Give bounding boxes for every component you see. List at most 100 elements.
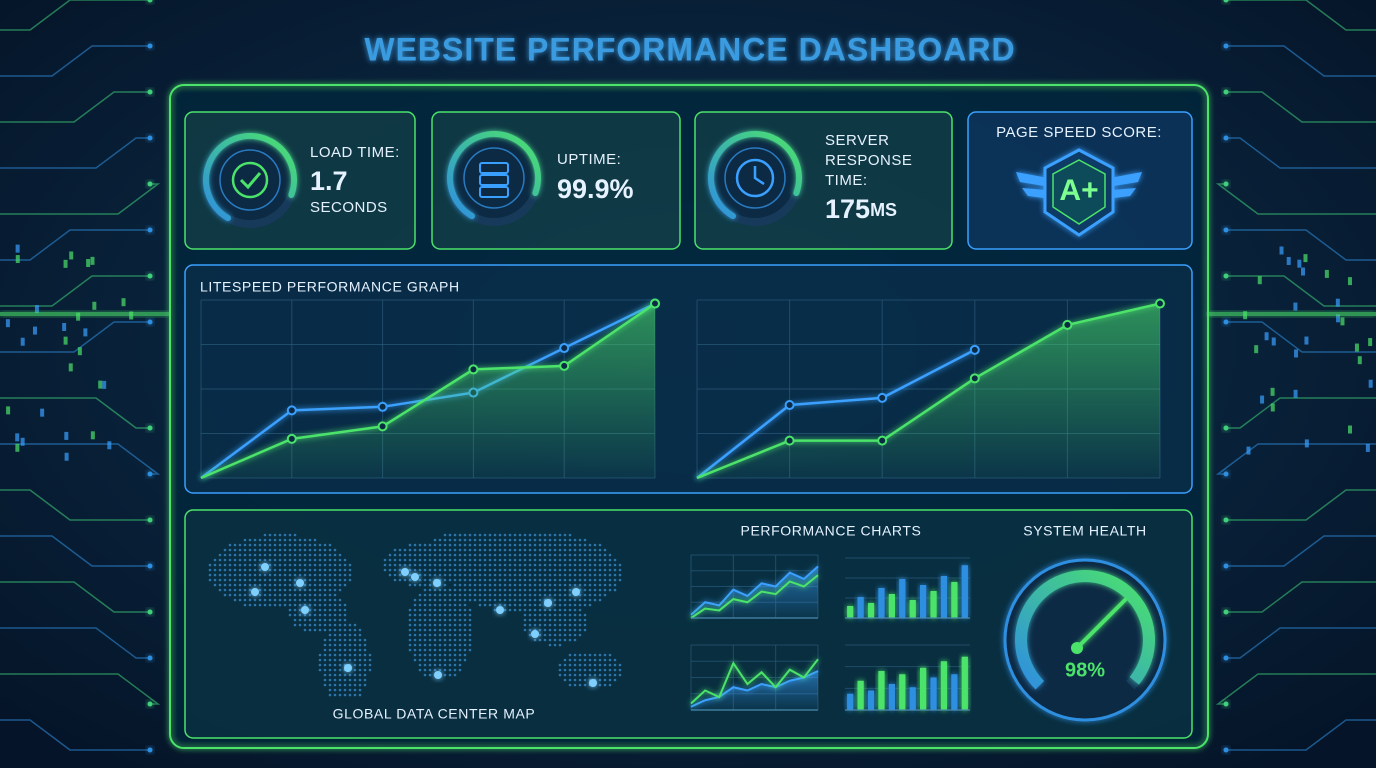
- map-dot: [443, 533, 447, 537]
- line: [200, 302, 656, 480]
- map-dot: [453, 628, 457, 632]
- panel-title: GLOBAL DATA CENTER MAP: [333, 706, 536, 722]
- map-dot: [533, 588, 537, 592]
- map-dot: [578, 658, 582, 662]
- map-dot: [323, 668, 327, 672]
- map-dot: [478, 583, 482, 587]
- map-dot: [448, 573, 452, 577]
- map-dot: [533, 613, 537, 617]
- map-dot: [223, 593, 227, 597]
- map-dot: [583, 543, 587, 547]
- map-dot: [268, 598, 272, 602]
- map-dot: [613, 563, 617, 567]
- circuit-chip: [1368, 338, 1373, 347]
- map-dot: [443, 608, 447, 612]
- map-dot: [568, 673, 572, 677]
- map-dot: [428, 643, 432, 647]
- map-dot: [448, 563, 452, 567]
- point: [877, 392, 888, 403]
- kpi-label: LOAD TIME:: [310, 144, 400, 161]
- map-dot: [218, 583, 222, 587]
- map-dot: [298, 588, 302, 592]
- kpi-label: PAGE SPEED SCORE:: [996, 124, 1162, 141]
- map-dot: [423, 573, 427, 577]
- glow-band: [1206, 312, 1376, 316]
- map-dot: [313, 598, 317, 602]
- map-dot: [343, 643, 347, 647]
- map-dot: [503, 583, 507, 587]
- map-dot: [548, 538, 552, 542]
- map-dot: [573, 628, 577, 632]
- map-dot: [423, 613, 427, 617]
- map-dot: [608, 588, 612, 592]
- map-dot: [393, 563, 397, 567]
- map-dot: [293, 558, 297, 562]
- map-dot: [598, 543, 602, 547]
- map-dot: [413, 653, 417, 657]
- map-dot: [513, 538, 517, 542]
- map-dot: [323, 623, 327, 627]
- map-dot: [258, 568, 262, 572]
- map-dot: [328, 573, 332, 577]
- map-dot: [358, 633, 362, 637]
- map-dot: [348, 658, 352, 662]
- map-dot: [503, 563, 507, 567]
- map-dot: [483, 538, 487, 542]
- map-dot: [593, 558, 597, 562]
- map-dot: [323, 578, 327, 582]
- map-dot: [268, 568, 272, 572]
- map-dot: [553, 578, 557, 582]
- map-dot: [443, 643, 447, 647]
- map-dot: [538, 608, 542, 612]
- map-dot: [428, 673, 432, 677]
- map-dot: [573, 608, 577, 612]
- map-dot: [413, 628, 417, 632]
- bar: [961, 656, 968, 710]
- map-dot: [583, 578, 587, 582]
- map-dot: [538, 538, 542, 542]
- map-dot: [553, 603, 557, 607]
- map-dot: [218, 563, 222, 567]
- map-dot: [443, 568, 447, 572]
- map-dot: [348, 578, 352, 582]
- map-dot: [253, 583, 257, 587]
- map-dot: [438, 593, 442, 597]
- map-dot: [603, 678, 607, 682]
- map-dot: [298, 558, 302, 562]
- map-dot: [523, 568, 527, 572]
- map-dot: [318, 558, 322, 562]
- map-dot: [578, 553, 582, 557]
- map-dot: [558, 543, 562, 547]
- map-dot: [283, 553, 287, 557]
- map-dot: [358, 673, 362, 677]
- map-dot: [528, 548, 532, 552]
- map-dot: [433, 638, 437, 642]
- map-dot: [358, 693, 362, 697]
- map-dot: [223, 583, 227, 587]
- map-dot: [613, 658, 617, 662]
- circuit-line: [1226, 397, 1376, 429]
- data-center: [301, 606, 309, 614]
- map-dot: [293, 538, 297, 542]
- map-dot: [543, 563, 547, 567]
- map-dot: [278, 573, 282, 577]
- map-dot: [303, 628, 307, 632]
- map-dot: [508, 573, 512, 577]
- map-dot: [318, 658, 322, 662]
- map-dot: [423, 648, 427, 652]
- map-dot: [248, 568, 252, 572]
- map-dot: [533, 598, 537, 602]
- map-dot: [338, 608, 342, 612]
- map-dot: [473, 573, 477, 577]
- area: [691, 671, 818, 710]
- map-dot: [363, 663, 367, 667]
- map-dot: [523, 593, 527, 597]
- map-dot: [413, 603, 417, 607]
- bar: [899, 674, 906, 710]
- map-dot: [258, 548, 262, 552]
- kpi-ring-inner: [219, 149, 281, 211]
- map-dot: [478, 553, 482, 557]
- map-dot: [298, 598, 302, 602]
- map-dot: [503, 543, 507, 547]
- map-dot: [413, 643, 417, 647]
